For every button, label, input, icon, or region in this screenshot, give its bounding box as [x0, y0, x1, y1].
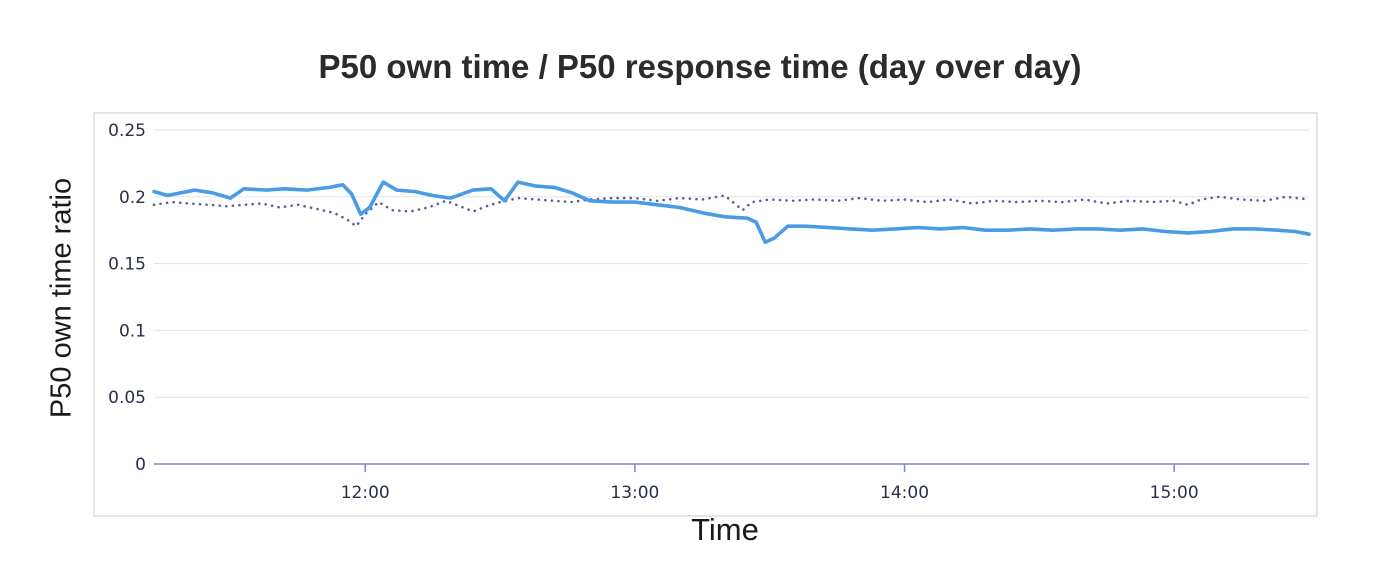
x-tick-label: 15:00 [1150, 483, 1199, 503]
x-tick-labels: 12:00 13:00 14:00 15:00 [341, 464, 1199, 503]
y-tick-label: 0.2 [119, 188, 146, 208]
grid-lines [154, 129, 1309, 465]
x-tick-label: 14:00 [880, 483, 929, 503]
y-tick-label: 0.15 [108, 255, 146, 275]
plot-frame [93, 112, 1318, 517]
x-tick-label: 12:00 [341, 483, 390, 503]
y-tick-label: 0.05 [108, 388, 146, 408]
series-layer [152, 180, 1311, 244]
y-tick-labels: 0 0.05 0.1 0.15 0.2 0.25 [108, 121, 146, 475]
x-axis-label: Time [691, 512, 759, 547]
y-tick-label: 0.25 [108, 121, 146, 141]
y-tick-label: 0.1 [119, 321, 146, 341]
chart-title: P50 own time / P50 response time (day ov… [318, 48, 1082, 85]
x-tick-label: 13:00 [610, 483, 659, 503]
series-line-1 [152, 180, 1311, 244]
series-line-2 [152, 194, 1311, 228]
y-tick-label: 0 [135, 455, 146, 475]
